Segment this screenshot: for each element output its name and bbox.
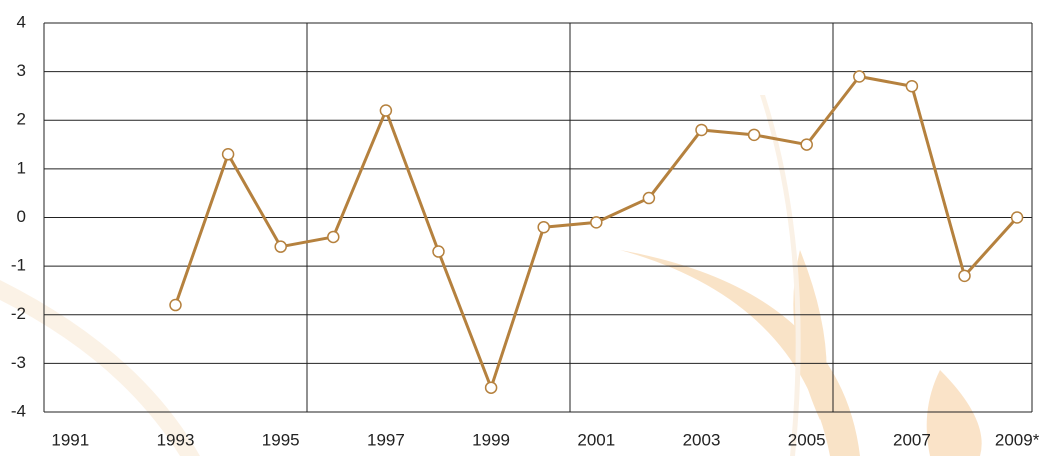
x-tick-label: 1995	[262, 430, 300, 449]
data-point	[484, 381, 498, 394]
x-tick-label: 1993	[157, 430, 195, 449]
data-point	[642, 191, 656, 205]
watermark-leaf	[620, 250, 860, 456]
y-tick-label: 2	[17, 110, 26, 129]
y-tick-label: -4	[11, 401, 26, 420]
data-point	[1010, 211, 1024, 224]
data-point	[537, 220, 550, 234]
y-tick-label: -1	[11, 256, 26, 275]
x-tick-label: 1999	[472, 430, 510, 449]
y-tick-label: 0	[17, 207, 26, 226]
data-point	[169, 298, 182, 312]
watermark	[0, 95, 982, 456]
x-tick-label: 2005	[788, 430, 826, 449]
data-point	[695, 123, 708, 137]
x-tick-label: 1997	[367, 430, 405, 449]
data-point	[221, 148, 235, 161]
x-tick-label: 1991	[51, 430, 89, 449]
x-tick-label: 2009*	[995, 430, 1040, 449]
data-point	[327, 230, 340, 244]
watermark-leaf	[926, 370, 982, 456]
data-point	[800, 138, 813, 151]
data-line	[174, 74, 1019, 390]
y-tick-label: 4	[17, 12, 26, 31]
x-tick-label: 2007	[893, 430, 931, 449]
y-tick-label: 3	[17, 61, 26, 80]
data-point	[379, 104, 393, 117]
data-point	[590, 216, 603, 229]
y-tick-label: 1	[17, 158, 26, 177]
data-point	[958, 269, 971, 283]
data-point	[274, 240, 287, 253]
y-tick-label: -3	[11, 353, 26, 372]
watermark-leaf	[793, 250, 827, 420]
x-tick-label: 2001	[577, 430, 615, 449]
y-tick-label: -2	[11, 304, 26, 323]
data-point	[853, 70, 866, 83]
watermark-line	[760, 95, 801, 456]
data-point	[905, 79, 919, 93]
x-tick-label: 2003	[683, 430, 721, 449]
data-point	[432, 245, 445, 258]
data-point	[747, 128, 761, 142]
